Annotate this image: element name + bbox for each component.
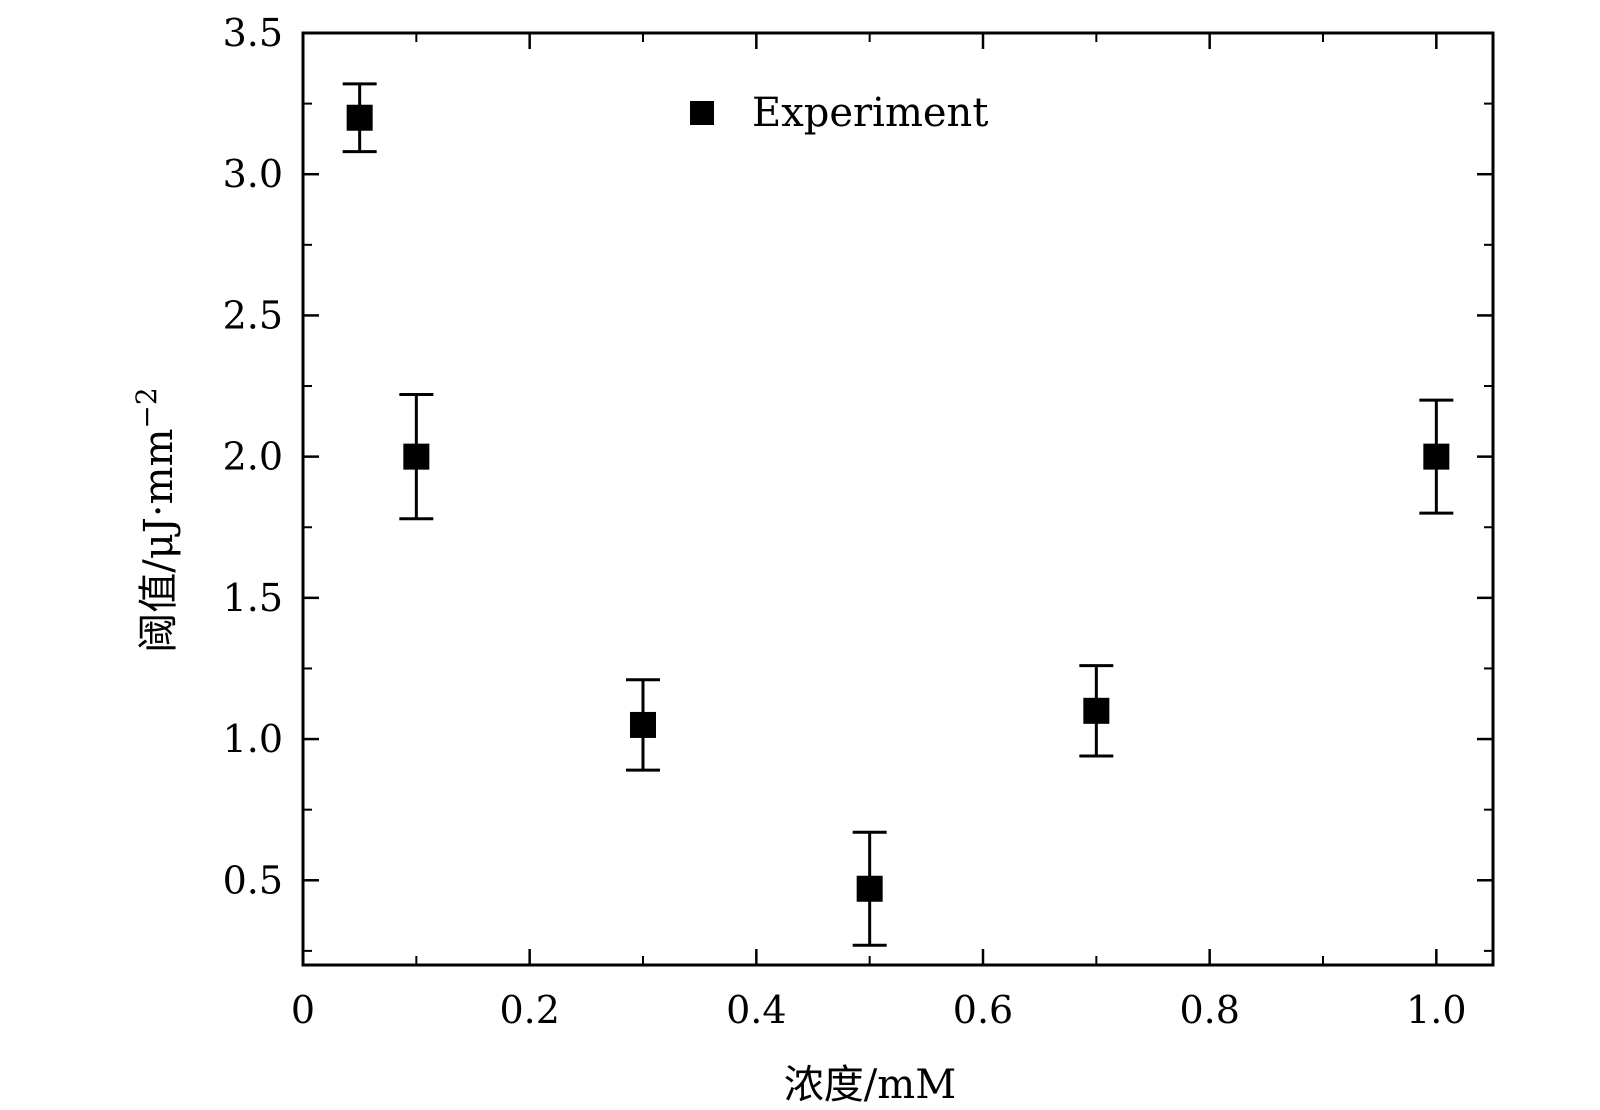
- x-tick-label: 0.2: [499, 988, 559, 1032]
- plot-frame: [301, 31, 1495, 967]
- data-point: [403, 443, 430, 470]
- data-point-group: [399, 393, 434, 521]
- x-tick-label: 0.6: [953, 988, 1013, 1032]
- legend-marker: [690, 101, 714, 125]
- y-tick-label: 1.5: [223, 576, 283, 620]
- data-point: [346, 104, 373, 131]
- x-axis-title: 浓度/mM: [784, 1062, 956, 1108]
- x-tick-label: 0.4: [726, 988, 786, 1032]
- data-point: [856, 875, 883, 902]
- x-tick-label: 1.0: [1406, 988, 1466, 1032]
- x-tick-label: 0.8: [1179, 988, 1239, 1032]
- y-tick-label: 3.5: [223, 11, 283, 55]
- data-point-group: [1419, 398, 1454, 515]
- data-point-group: [342, 82, 377, 154]
- legend-label: Experiment: [752, 90, 988, 136]
- y-tick-label: 2.5: [223, 293, 283, 337]
- y-axis-title-superscript: −2: [130, 387, 163, 428]
- x-tick-label: 0: [291, 988, 315, 1032]
- data-point-group: [1079, 664, 1114, 758]
- y-axis-title-main: 阈值/μJ·mm: [136, 429, 182, 653]
- y-tick-label: 0.5: [223, 858, 283, 902]
- data-point: [630, 711, 656, 738]
- data-point-group: [852, 830, 887, 947]
- y-tick-label: 1.0: [223, 717, 283, 761]
- y-tick-label: 3.0: [223, 152, 283, 196]
- y-axis-title: 阈值/μJ·mm−2: [130, 387, 182, 652]
- data-point: [1423, 443, 1450, 470]
- y-tick-label: 2.0: [223, 435, 283, 479]
- data-point-group: [626, 678, 660, 772]
- data-point: [1083, 697, 1110, 724]
